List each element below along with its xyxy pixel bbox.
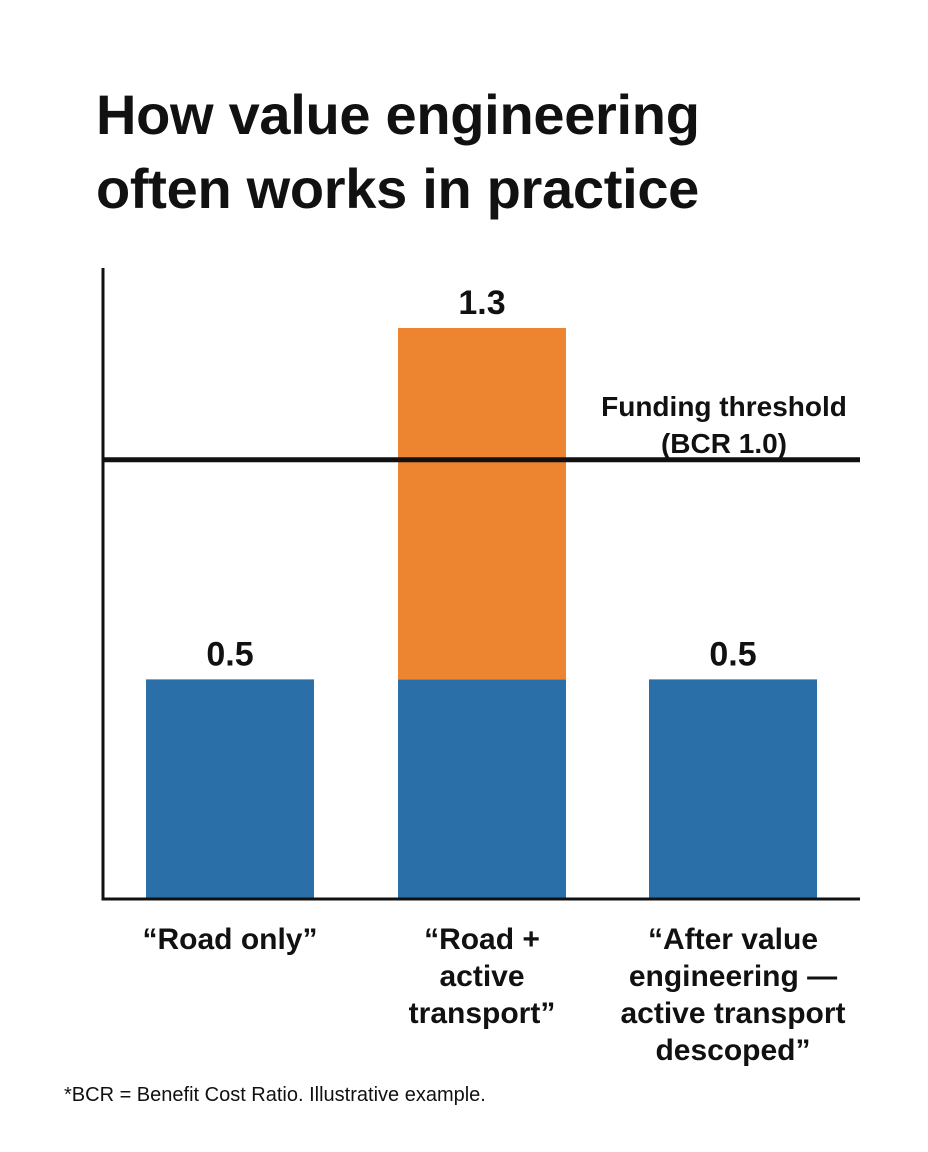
threshold-label-line-2: (BCR 1.0)	[661, 428, 787, 459]
chart-title: How value engineering often works in pra…	[96, 78, 896, 226]
bar-1-segment-1	[146, 679, 314, 899]
category-label-3-line-1: “After value	[648, 923, 818, 956]
category-label-1-line-1: “Road only”	[142, 923, 317, 956]
chart-title-line-2: often works in practice	[96, 157, 700, 220]
category-label-3-line-4: descoped”	[655, 1034, 810, 1067]
threshold-label-line-1: Funding threshold	[601, 391, 847, 422]
category-label-2-line-3: transport”	[409, 997, 556, 1030]
category-label-2-line-2: active	[439, 960, 524, 993]
data-label-2: 1.3	[458, 284, 505, 322]
category-label-2-line-1: “Road +	[424, 923, 540, 956]
footnote: *BCR = Benefit Cost Ratio. Illustrative …	[64, 1084, 486, 1106]
category-label-3-line-3: active transport	[620, 997, 845, 1030]
bar-3-segment-1	[649, 679, 817, 899]
bar-chart: Funding threshold (BCR 1.0) 0.5 1.3 0.5 “Road…	[101, 268, 860, 1067]
bar-2-segment-1	[398, 679, 566, 899]
bar-2-segment-2	[398, 328, 566, 680]
category-label-3-line-2: engineering —	[629, 960, 837, 993]
chart-title-line-1: How value engineering	[96, 83, 700, 146]
data-label-3: 0.5	[709, 635, 756, 673]
data-label-1: 0.5	[206, 635, 253, 673]
